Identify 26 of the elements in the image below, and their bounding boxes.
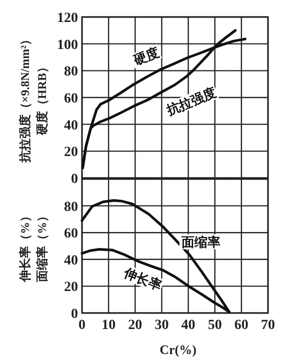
y-tick-label: 20	[64, 145, 78, 160]
text: 硬度	[130, 44, 162, 68]
text: 伸长率	[121, 264, 164, 294]
y-axis-title: 伸长率（%）面缩率（%）	[17, 209, 50, 283]
x-tick-label: 30	[154, 318, 169, 333]
y-axis-title: 抗拉强度（×9.8N/mm²）硬度（HRB）	[17, 32, 50, 165]
x-tick-label: 50	[208, 318, 222, 333]
y-tick-label: 60	[64, 92, 78, 106]
y-tick-label: 0	[71, 172, 78, 187]
y-tick-label: 0	[71, 307, 78, 322]
text: 抗拉强度	[163, 84, 218, 118]
x-tick-label: 40	[181, 318, 196, 333]
y-tick-label: 100	[57, 38, 78, 53]
y-tick-label: 20	[64, 280, 78, 296]
y-tick-label: 120	[57, 11, 78, 26]
y-tick-label: 60	[64, 226, 78, 242]
x-tick-label: 20	[128, 318, 142, 333]
y-tick-label: 80	[64, 200, 78, 215]
x-tick-label: 10	[102, 318, 116, 333]
series-label: 面缩率	[180, 234, 220, 250]
y-tick-label: 40	[64, 253, 78, 268]
y-tick-label: 40	[64, 118, 78, 134]
x-tick-label: 70	[261, 318, 275, 333]
x-tick-label: 60	[234, 318, 248, 333]
y-tick-label: 80	[64, 64, 78, 80]
x-axis-title: Cr(%)	[160, 342, 196, 357]
